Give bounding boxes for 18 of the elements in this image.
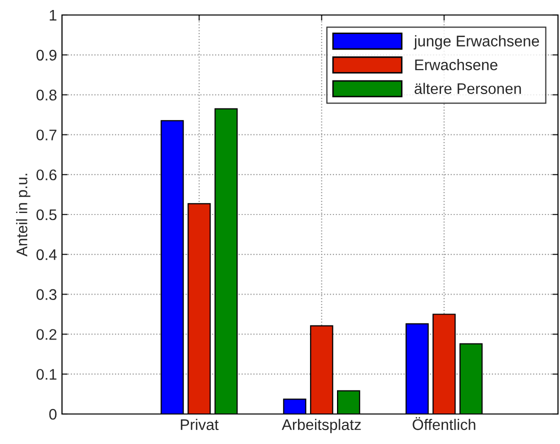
y-axis-title: Anteil in p.u. (16, 174, 30, 257)
x-tick-label: Privat (180, 418, 219, 430)
y-tick-label: 0.5 (36, 209, 56, 220)
legend-label: Erwachsene (415, 59, 498, 70)
y-tick-label: 0.4 (36, 249, 57, 260)
y-tick-label: 0.2 (36, 329, 56, 340)
y-tick-label: 0.9 (36, 50, 56, 61)
y-tick-label: 0.1 (36, 368, 56, 380)
y-tick-label: 0.6 (36, 169, 56, 180)
y-tick-label: 0 (49, 408, 57, 420)
y-tick-label: 1 (50, 10, 56, 21)
x-tick-label: Öffentlich (412, 417, 476, 430)
y-tick-label: 0.8 (36, 90, 56, 100)
x-tick-label: Arbeitsplatz (282, 418, 361, 434)
legend-label: junge Erwachsene (414, 35, 539, 50)
y-tick-label: 0.3 (36, 289, 56, 300)
legend-label: ältere Personen (414, 82, 521, 94)
y-tick-label: 0.7 (36, 130, 56, 140)
